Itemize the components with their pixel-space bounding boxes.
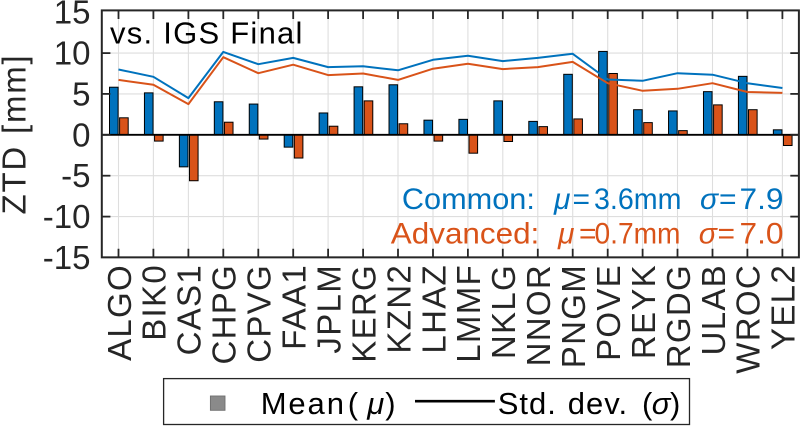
- svg-text:PNGM: PNGM: [555, 264, 592, 368]
- svg-text:CPVG: CPVG: [241, 264, 278, 363]
- svg-text:POVE: POVE: [590, 264, 627, 361]
- svg-text:5: 5: [72, 75, 90, 112]
- svg-text:-5: -5: [61, 157, 90, 194]
- svg-text:RGDG: RGDG: [660, 264, 697, 368]
- svg-text:Std.dev.(σ): Std. dev. (σ): [498, 386, 681, 421]
- svg-text:YEL2: YEL2: [765, 264, 800, 350]
- svg-text:ULAB: ULAB: [695, 264, 732, 355]
- svg-text:WROC: WROC: [730, 264, 767, 374]
- svg-text:LMMF: LMMF: [450, 264, 487, 363]
- svg-text:Mean(μ): Mean(μ): [261, 386, 396, 421]
- svg-text:15: 15: [54, 0, 91, 31]
- svg-text:ALGO: ALGO: [101, 264, 138, 361]
- svg-text:ZTD [mm]: ZTD [mm]: [0, 53, 33, 214]
- svg-text:REYK: REYK: [625, 264, 662, 359]
- svg-text:vs. IGS Final: vs. IGS Final: [110, 15, 304, 50]
- svg-text:10: 10: [54, 35, 91, 72]
- svg-text:JPLM: JPLM: [310, 264, 347, 354]
- svg-text:NNOR: NNOR: [520, 264, 557, 366]
- svg-text:-15: -15: [43, 239, 91, 276]
- svg-text:0: 0: [72, 116, 90, 153]
- svg-text:CAS1: CAS1: [171, 264, 208, 355]
- svg-text:NKLG: NKLG: [485, 264, 522, 359]
- svg-text:KZN2: KZN2: [380, 264, 417, 354]
- svg-text:FAA1: FAA1: [276, 264, 313, 350]
- svg-text:CHPG: CHPG: [206, 264, 243, 365]
- svg-text:-10: -10: [43, 198, 91, 235]
- svg-text:LHAZ: LHAZ: [415, 264, 452, 354]
- svg-text:KERG: KERG: [345, 264, 382, 363]
- svg-text:BIK0: BIK0: [136, 264, 173, 341]
